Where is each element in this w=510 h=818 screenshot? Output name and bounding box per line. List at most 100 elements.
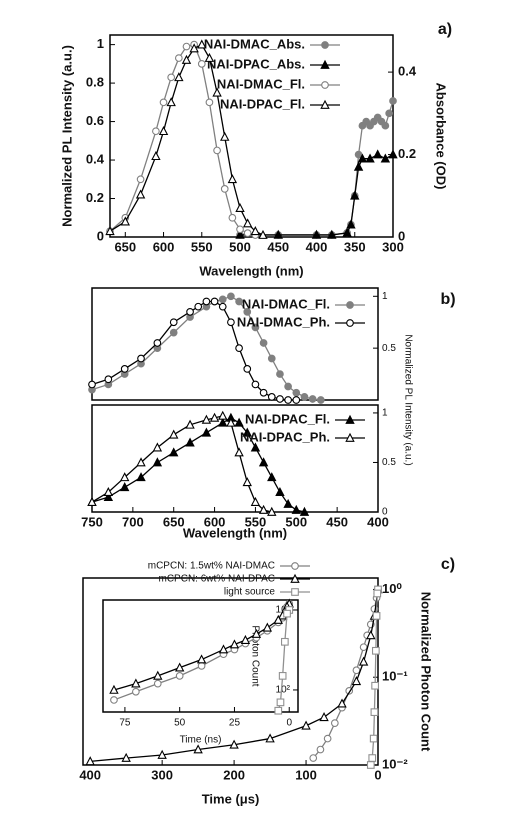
y-tick-label: 10⁻¹ bbox=[382, 669, 408, 684]
legend-label: NAI-DPAC_Abs. bbox=[207, 56, 305, 71]
data-point bbox=[87, 496, 97, 506]
data-point bbox=[243, 229, 252, 238]
data-point bbox=[218, 410, 228, 420]
data-point bbox=[319, 712, 329, 722]
data-point bbox=[153, 339, 162, 347]
data-point bbox=[169, 447, 179, 457]
data-point bbox=[369, 734, 378, 743]
data-point bbox=[194, 302, 203, 311]
data-point bbox=[242, 218, 253, 228]
data-point bbox=[120, 216, 131, 226]
legend-label: NAI-DMAC_Fl. bbox=[217, 76, 305, 91]
legend-marker bbox=[346, 301, 354, 309]
data-point bbox=[284, 396, 292, 404]
data-point bbox=[167, 73, 176, 82]
legend-marker bbox=[321, 41, 329, 49]
panel: 0.5 1 Normalized PL Intensity (a.u.) b) NAI-… bbox=[88, 287, 456, 466]
data-point bbox=[337, 698, 347, 708]
data-point bbox=[330, 719, 339, 727]
data-point bbox=[292, 388, 301, 397]
x-tick-label: 650 bbox=[163, 514, 185, 529]
data-point bbox=[201, 427, 212, 437]
data-point bbox=[259, 388, 268, 397]
y-tick-label: 0.6 bbox=[86, 113, 104, 128]
data-point bbox=[131, 678, 141, 688]
x-axis-label: Time (μs) bbox=[202, 791, 260, 806]
data-point bbox=[132, 687, 140, 696]
data-point bbox=[273, 614, 283, 624]
x-tick-label: 400 bbox=[306, 239, 328, 254]
data-point bbox=[262, 622, 273, 632]
data-point bbox=[227, 292, 235, 301]
legend-marker bbox=[321, 81, 329, 89]
data-point bbox=[373, 589, 382, 598]
data-point bbox=[136, 457, 146, 467]
data-point bbox=[276, 698, 285, 707]
plot-frame bbox=[109, 34, 394, 238]
x-tick-label: 550 bbox=[245, 514, 267, 529]
data-point bbox=[186, 308, 194, 316]
data-point bbox=[218, 644, 229, 654]
data-point bbox=[205, 98, 214, 107]
x-axis-label: Time (ns) bbox=[180, 735, 222, 746]
data-point bbox=[370, 708, 379, 717]
data-point bbox=[120, 365, 129, 373]
x-tick-label: 25 bbox=[229, 718, 241, 729]
data-point bbox=[234, 417, 244, 427]
data-point bbox=[316, 745, 325, 754]
x-tick-label: 600 bbox=[204, 514, 226, 529]
data-point bbox=[193, 744, 203, 754]
y-tick-label: 1 bbox=[97, 36, 104, 51]
data-point bbox=[103, 486, 114, 497]
data-point bbox=[240, 634, 251, 644]
data-point bbox=[357, 153, 368, 163]
data-point bbox=[227, 318, 235, 327]
data-point bbox=[169, 318, 178, 327]
y-tick-label: 0 bbox=[97, 228, 104, 243]
y-tick-label: 0.5 bbox=[382, 343, 396, 354]
data-point bbox=[311, 229, 322, 239]
legend-marker bbox=[290, 573, 300, 583]
y-axis-label: Normalized Photon Count bbox=[419, 592, 434, 752]
data-point bbox=[258, 457, 269, 467]
data-point bbox=[251, 323, 260, 332]
data-point bbox=[218, 417, 228, 427]
data-point bbox=[197, 39, 207, 49]
data-point bbox=[210, 297, 219, 306]
data-point bbox=[365, 153, 375, 163]
panel-label: a) bbox=[438, 21, 452, 38]
data-point bbox=[201, 414, 212, 424]
x-tick-label: 50 bbox=[174, 718, 186, 729]
data-point bbox=[366, 761, 375, 769]
legend-label: light source bbox=[224, 587, 276, 598]
series-line bbox=[90, 589, 379, 763]
legend-label: NAI-DPAC_Fl. bbox=[245, 411, 330, 426]
data-point bbox=[250, 226, 261, 236]
data-point bbox=[236, 225, 244, 234]
x-tick-label: 400 bbox=[367, 514, 389, 529]
data-point bbox=[218, 295, 227, 304]
data-point bbox=[218, 302, 227, 311]
data-point bbox=[136, 472, 146, 482]
x-tick-label: 500 bbox=[285, 514, 307, 529]
data-point bbox=[281, 637, 289, 646]
x-tick-label: 75 bbox=[119, 718, 131, 729]
plot-frame bbox=[91, 287, 379, 401]
x-tick-label: 0 bbox=[286, 718, 292, 729]
data-point bbox=[352, 666, 361, 675]
y2-axis-label: Absorbance (OD) bbox=[434, 83, 449, 190]
data-point bbox=[273, 229, 283, 239]
data-point bbox=[174, 72, 184, 82]
data-point bbox=[250, 442, 261, 452]
series-line bbox=[91, 295, 321, 401]
legend-marker bbox=[291, 562, 299, 570]
y-tick-label: 1 bbox=[382, 291, 388, 302]
x-tick-label: 0 bbox=[374, 767, 381, 782]
legend-marker bbox=[291, 588, 299, 596]
data-point bbox=[251, 380, 260, 389]
y-tick-label: 10⁻² bbox=[382, 756, 408, 771]
x-tick-label: 550 bbox=[191, 239, 213, 254]
x-tick-label: 450 bbox=[326, 514, 348, 529]
data-point bbox=[300, 393, 309, 401]
data-point bbox=[157, 749, 167, 759]
